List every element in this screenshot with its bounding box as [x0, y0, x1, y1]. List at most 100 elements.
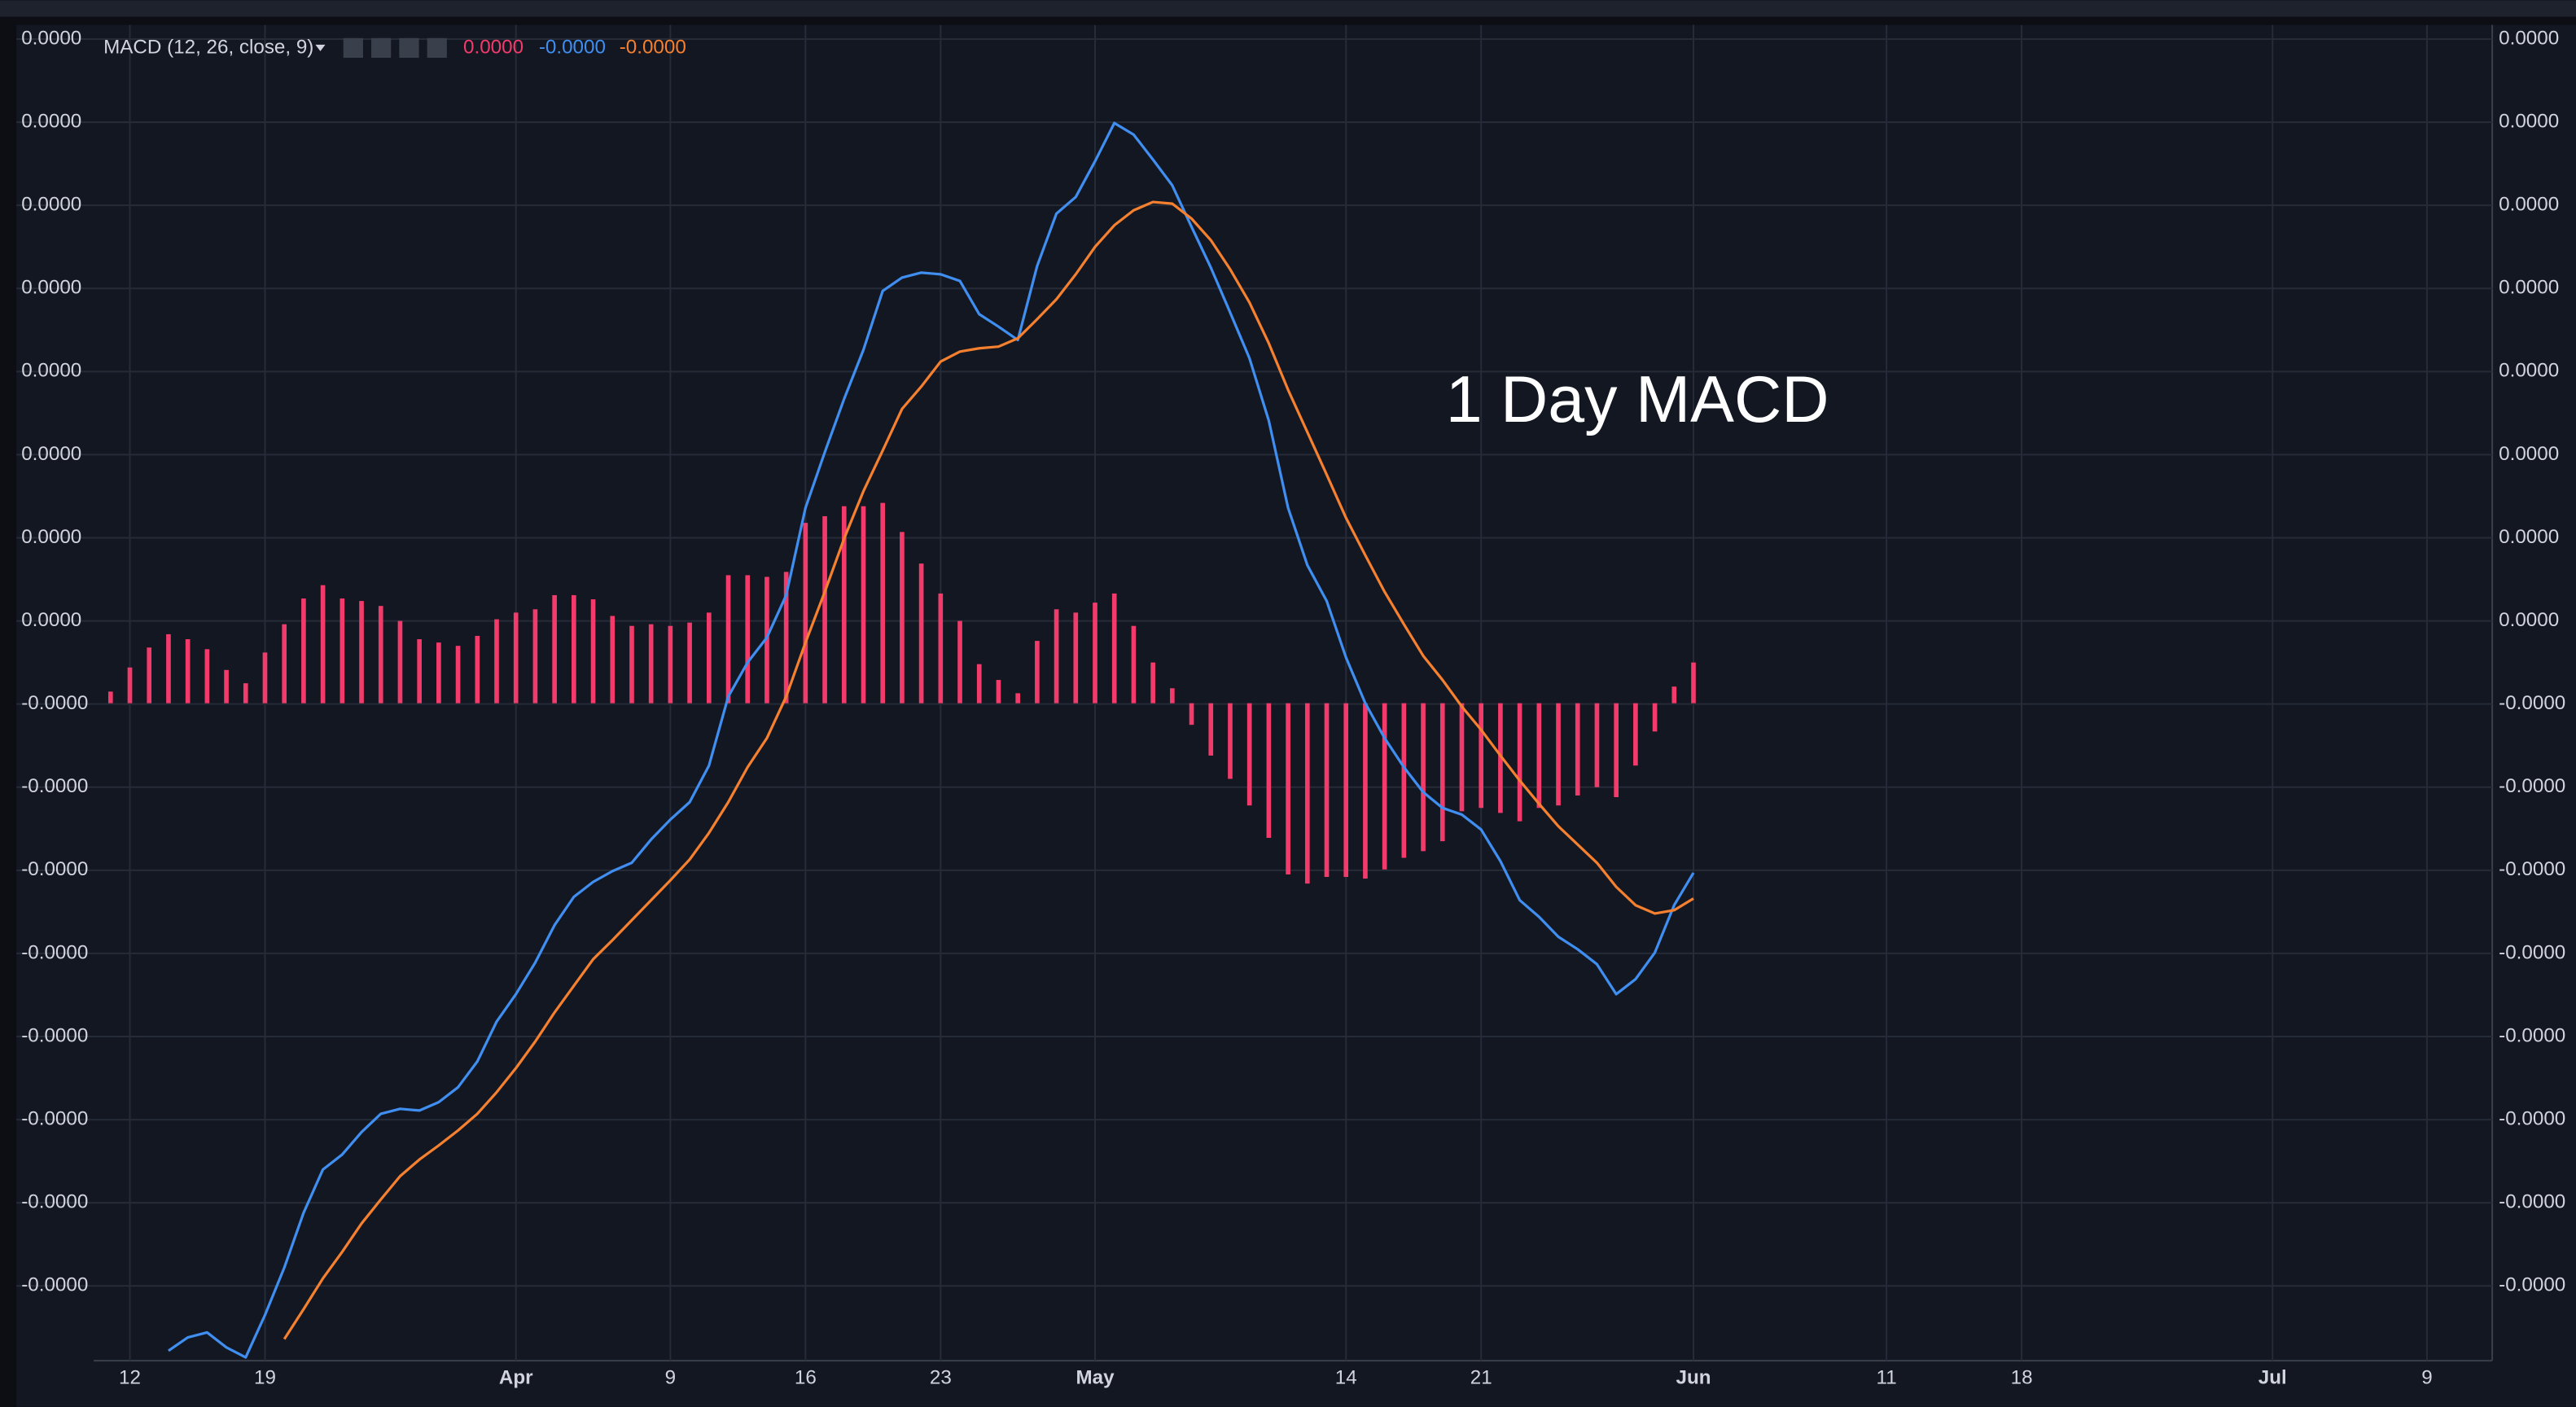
histogram-bar — [1170, 688, 1175, 704]
y-tick-label-right: -0.0000 — [2499, 1191, 2565, 1213]
histogram-bar — [340, 598, 345, 704]
x-tick-label: 9 — [665, 1367, 676, 1389]
y-tick-label: 0.0000 — [21, 194, 81, 216]
y-tick-label: -0.0000 — [21, 1024, 88, 1046]
histogram-bar — [1131, 625, 1137, 704]
histogram-bar — [957, 620, 962, 704]
histogram-bar — [147, 647, 152, 704]
histogram-bar — [1536, 703, 1542, 809]
histogram-bar — [282, 624, 287, 704]
histogram-bar — [1691, 662, 1696, 704]
histogram-bar — [204, 649, 210, 704]
histogram-bar — [127, 667, 133, 704]
histogram-bar — [745, 575, 751, 704]
histogram-bar — [918, 563, 924, 704]
x-tick-label: Jul — [2258, 1367, 2287, 1389]
y-tick-label-right: 0.0000 — [2499, 277, 2559, 299]
x-tick-label: May — [1076, 1367, 1115, 1389]
y-tick-label-right: 0.0000 — [2499, 27, 2559, 49]
histogram-bar — [224, 669, 229, 704]
marks — [107, 121, 1696, 1359]
hide-icon[interactable] — [343, 37, 363, 58]
settings-icon[interactable] — [371, 37, 392, 58]
y-tick-label-right: -0.0000 — [2499, 1274, 2565, 1296]
x-tick-label: Apr — [499, 1367, 533, 1389]
histogram-bar — [1556, 703, 1561, 806]
time-axis — [16, 1361, 2576, 1407]
x-tick-label: 16 — [795, 1367, 817, 1389]
histogram-bar — [532, 609, 538, 704]
histogram-bar — [1439, 703, 1445, 842]
y-tick-label-right: 0.0000 — [2499, 360, 2559, 382]
histogram-bar — [1208, 703, 1214, 756]
histogram-bar — [1479, 703, 1484, 809]
histogram-bar — [1228, 703, 1233, 779]
histogram-bar — [996, 680, 1001, 704]
histogram-bar — [436, 642, 441, 704]
y-tick-label: 0.0000 — [21, 443, 81, 465]
histogram-bar — [783, 572, 789, 704]
histogram-bar — [1324, 703, 1330, 878]
y-tick-label: -0.0000 — [21, 692, 88, 714]
y-tick-label: -0.0000 — [21, 775, 88, 797]
indicator-caret[interactable] — [315, 44, 326, 51]
y-tick-label-right: -0.0000 — [2499, 1024, 2565, 1046]
add-icon[interactable] — [399, 37, 419, 58]
x-tick-label: 9 — [2421, 1367, 2432, 1389]
y-tick-label: -0.0000 — [21, 858, 88, 880]
histogram-bar — [1459, 703, 1465, 812]
histogram-bar — [301, 598, 306, 704]
histogram-bar — [1093, 603, 1097, 704]
histogram-bar — [880, 502, 886, 704]
y-tick-label-right: 0.0000 — [2499, 194, 2559, 216]
histogram-bar — [1015, 693, 1020, 704]
y-tick-label-right: -0.0000 — [2499, 858, 2565, 880]
annotation: 1 Day MACD — [1446, 363, 1829, 436]
remove-icon[interactable] — [427, 37, 447, 58]
histogram-bar — [1304, 703, 1310, 884]
legend-value: -0.0000 — [539, 36, 606, 58]
histogram-bar — [1633, 703, 1638, 766]
histogram-bar — [1266, 703, 1272, 839]
histogram-bar — [513, 612, 519, 704]
histogram-bar — [1189, 703, 1194, 725]
histogram-bar — [1517, 703, 1522, 822]
histogram-bar — [1054, 609, 1059, 704]
histogram-bar — [1652, 703, 1658, 732]
y-tick-label: -0.0000 — [21, 941, 88, 963]
histogram-bar — [1401, 703, 1407, 858]
histogram-bar — [687, 622, 692, 704]
legend-value: -0.0000 — [620, 36, 686, 58]
x-tick-label: 14 — [1335, 1367, 1357, 1389]
histogram-bar — [1246, 703, 1252, 806]
histogram-bar — [1286, 703, 1290, 874]
y-tick-label: 0.0000 — [21, 110, 81, 132]
indicator-label: MACD (12, 26, close, 9) — [103, 36, 313, 58]
histogram-bar — [1111, 593, 1117, 704]
histogram-bar — [1594, 703, 1600, 787]
x-tick-label: 11 — [1877, 1367, 1897, 1389]
y-tick-label-right: -0.0000 — [2499, 692, 2565, 714]
histogram-bar — [107, 691, 113, 704]
histogram-bar — [1073, 612, 1079, 704]
x-tick-label: Jun — [1676, 1367, 1711, 1389]
histogram-bar — [1671, 686, 1677, 704]
x-tick-label: 12 — [119, 1367, 141, 1389]
histogram-bar — [1382, 703, 1387, 870]
histogram-bar — [166, 633, 171, 704]
histogram-bar — [1343, 703, 1349, 878]
y-tick-label-right: 0.0000 — [2499, 443, 2559, 465]
histogram-bar — [764, 576, 769, 704]
histogram-bar — [976, 664, 982, 704]
histogram-bar — [648, 624, 654, 704]
histogram-bar — [706, 612, 712, 704]
histogram-bar — [938, 593, 944, 704]
histogram-bar — [590, 599, 596, 704]
histogram-bar — [841, 506, 847, 704]
histogram-bar — [494, 619, 499, 704]
line-series — [283, 200, 1694, 1340]
y-tick-label: -0.0000 — [21, 1274, 88, 1296]
x-tick-label: 18 — [2011, 1367, 2033, 1389]
